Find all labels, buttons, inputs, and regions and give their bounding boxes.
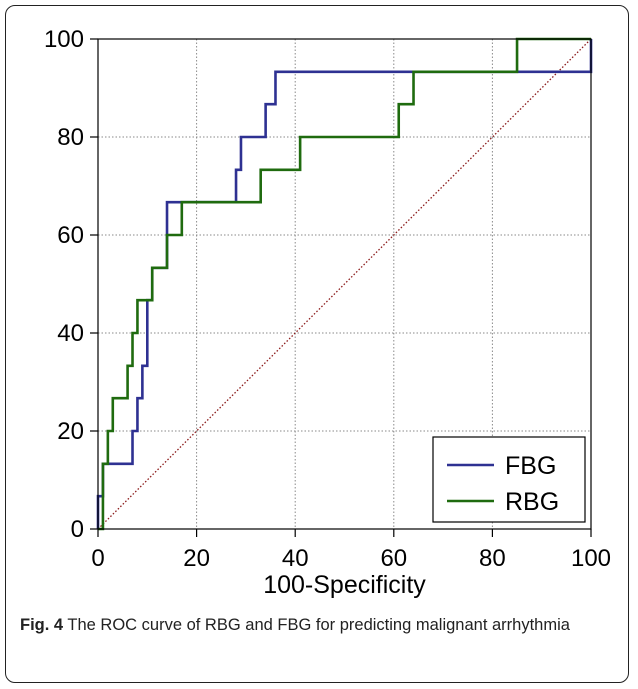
y-tick-label: 0 — [71, 516, 84, 543]
x-tick-label: 60 — [380, 545, 407, 572]
roc-chart: 0 20 40 60 80 100 0 20 40 60 80 100 100-Specificity… — [44, 26, 611, 599]
caption-label: Fig. 4 — [20, 616, 64, 634]
series-layer — [96, 37, 593, 531]
series-line-rbg — [98, 37, 591, 531]
caption-text: The ROC curve of RBG and FBG for predict… — [67, 616, 570, 634]
x-tick-label: 100 — [571, 545, 611, 572]
y-tick-label: 100 — [44, 26, 84, 53]
grid — [98, 39, 591, 529]
reference-line — [97, 38, 592, 530]
plot-frame — [97, 38, 592, 530]
x-tick-label: 40 — [282, 545, 309, 572]
figure-caption: Fig. 4 The ROC curve of RBG and FBG for … — [20, 614, 620, 637]
reference-diagonal — [97, 38, 592, 530]
y-tick-label: 20 — [57, 418, 84, 445]
legend-box — [432, 436, 586, 523]
legend: FBG RBG — [432, 436, 586, 523]
x-tick-label: 0 — [91, 545, 104, 572]
axis-ticks: 0 20 40 60 80 100 0 20 40 60 80 100 — [44, 26, 611, 572]
y-tick-label: 40 — [57, 320, 84, 347]
y-tick-label: 80 — [57, 124, 84, 151]
x-tick-label: 20 — [183, 545, 210, 572]
legend-label-rbg: RBG — [505, 488, 559, 516]
figure-panel: 0 20 40 60 80 100 0 20 40 60 80 100 100-Specificity… — [5, 5, 629, 683]
y-tick-label: 60 — [57, 222, 84, 249]
x-tick-label: 80 — [479, 545, 506, 572]
legend-label-fbg: FBG — [505, 452, 556, 480]
x-axis-title: 100-Specificity — [263, 571, 426, 599]
